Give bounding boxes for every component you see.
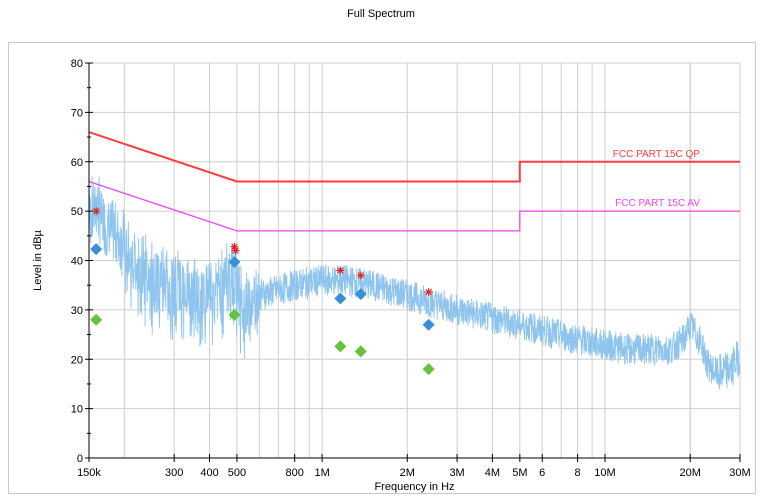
x-tick-label: 8 bbox=[575, 467, 581, 479]
x-tick-label: 800 bbox=[286, 467, 304, 479]
chart-plot: FCC PART 15C QP FCC PART 15C AV 0 10 20 30 40… bbox=[32, 58, 751, 493]
av-marker bbox=[354, 345, 367, 358]
x-tick-label: 5M bbox=[512, 467, 527, 479]
x-tick-label: 2M bbox=[400, 467, 415, 479]
y-tick-label: 80 bbox=[71, 58, 83, 70]
peak-marker bbox=[336, 266, 345, 275]
chart-title: Full Spectrum bbox=[347, 8, 415, 20]
y-tick-label: 50 bbox=[71, 206, 83, 218]
qp-marker bbox=[334, 292, 347, 305]
limit-line-av bbox=[88, 180, 740, 232]
x-tick-label: 6 bbox=[539, 467, 545, 479]
x-tick-label: 30M bbox=[729, 467, 750, 479]
markers bbox=[90, 207, 435, 376]
x-tick-label: 4M bbox=[485, 467, 500, 479]
y-tick-label: 10 bbox=[71, 404, 83, 416]
y-tick-label: 20 bbox=[71, 354, 83, 366]
y-tick-label: 30 bbox=[71, 305, 83, 317]
peak-marker bbox=[231, 246, 240, 255]
spectrum-layer bbox=[88, 176, 741, 390]
grid bbox=[89, 62, 741, 459]
av-marker bbox=[90, 313, 103, 326]
limit-label-av: FCC PART 15C AV bbox=[615, 198, 700, 209]
limit-lines: FCC PART 15C QP FCC PART 15C AV bbox=[88, 131, 740, 232]
x-tick-label: 3M bbox=[449, 467, 464, 479]
y-axis-label: Level in dBµ bbox=[32, 229, 44, 290]
qp-marker bbox=[228, 255, 241, 268]
peak-marker bbox=[356, 271, 365, 280]
axes: 0 10 20 30 40 50 60 70 80 150k 300 400 500 800 1M 2M 3M 4… bbox=[71, 58, 751, 479]
av-marker bbox=[422, 363, 435, 376]
x-tick-label: 500 bbox=[228, 467, 246, 479]
limit-label-qp: FCC PART 15C QP bbox=[613, 149, 701, 160]
limit-line-qp bbox=[88, 131, 740, 183]
av-marker bbox=[334, 340, 347, 353]
qp-marker bbox=[422, 318, 435, 331]
y-tick-label: 0 bbox=[77, 453, 83, 465]
x-tick-label: 1M bbox=[314, 467, 329, 479]
av-marker bbox=[228, 308, 241, 321]
x-tick-label: 400 bbox=[200, 467, 218, 479]
x-tick-label: 10M bbox=[594, 467, 615, 479]
y-tick-label: 40 bbox=[71, 256, 83, 268]
x-tick-label: 300 bbox=[165, 467, 183, 479]
qp-marker bbox=[354, 288, 367, 301]
peak-marker bbox=[424, 288, 433, 297]
y-tick-label: 70 bbox=[71, 107, 83, 119]
y-tick-label: 60 bbox=[71, 157, 83, 169]
x-axis-label: Frequency in Hz bbox=[374, 481, 454, 493]
x-tick-label: 20M bbox=[679, 467, 700, 479]
spectrum-trace bbox=[88, 176, 741, 390]
qp-marker bbox=[90, 243, 103, 256]
x-tick-label: 150k bbox=[77, 467, 101, 479]
peak-marker bbox=[92, 207, 101, 216]
chart-frame: FCC PART 15C QP FCC PART 15C AV 0 10 20 30 40… bbox=[8, 42, 756, 494]
